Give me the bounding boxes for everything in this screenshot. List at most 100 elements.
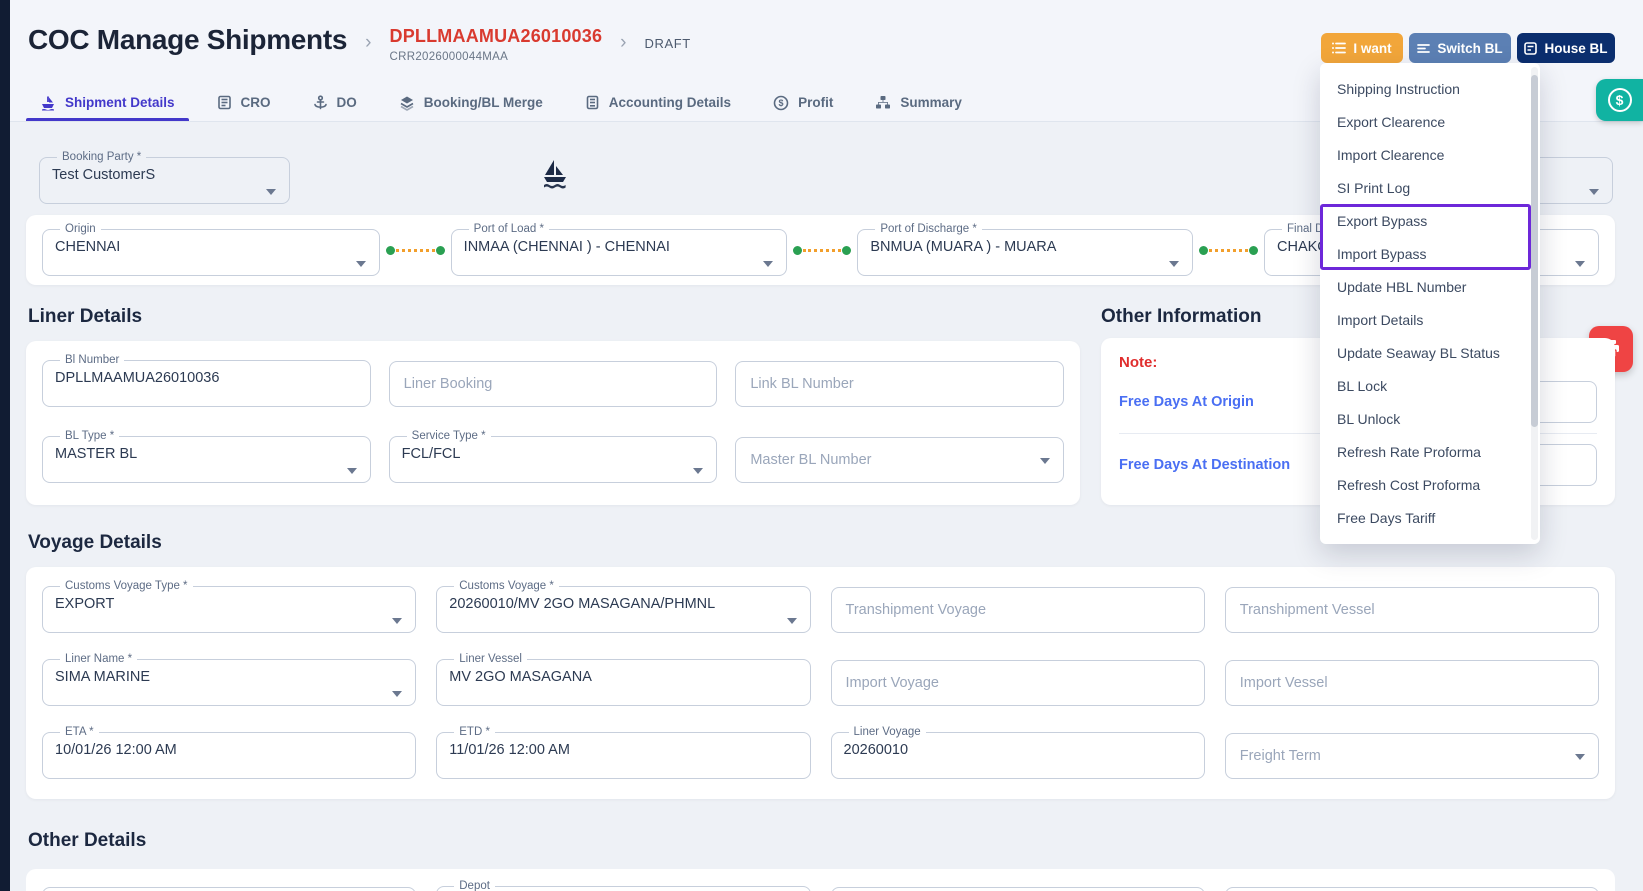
menu-item-bl-lock[interactable]: BL Lock bbox=[1337, 377, 1388, 394]
tab-summary[interactable]: Summary bbox=[875, 84, 962, 121]
bl-number-field[interactable]: Bl Number DPLLMAAMUA26010036 bbox=[42, 354, 371, 407]
liner-details-heading: Liner Details bbox=[28, 306, 143, 327]
other-details-field-1[interactable] bbox=[42, 887, 417, 891]
liner-vessel-field[interactable]: Liner Vessel MV 2GO MASAGANA bbox=[436, 653, 811, 706]
charges-float-button[interactable]: $ bbox=[1596, 79, 1643, 121]
menu-item-import-details[interactable]: Import Details bbox=[1337, 311, 1424, 328]
chevron-down-icon bbox=[762, 261, 773, 267]
bl-type-select[interactable]: BL Type * MASTER BL bbox=[42, 430, 371, 483]
booking-party-label: Booking Party * bbox=[62, 151, 142, 163]
house-bl-label: House BL bbox=[1544, 40, 1608, 56]
etd-field[interactable]: ETD * 11/01/26 12:00 AM bbox=[436, 726, 811, 779]
dollar-circle-icon: $ bbox=[773, 95, 789, 110]
svg-text:$: $ bbox=[779, 98, 784, 108]
customs-voyage-select[interactable]: Customs Voyage * 20260010/MV 2GO MASAGAN… bbox=[436, 580, 811, 633]
i-want-dropdown-menu: Shipping Instruction Export Clearence Im… bbox=[1320, 63, 1540, 544]
chevron-down-icon bbox=[693, 468, 704, 474]
origin-select[interactable]: Origin CHENNAI bbox=[42, 223, 380, 276]
menu-item-refresh-rate-proforma[interactable]: Refresh Rate Proforma bbox=[1337, 443, 1481, 460]
liner-name-select[interactable]: Liner Name * SIMA MARINE bbox=[42, 653, 417, 706]
anchor-icon bbox=[313, 94, 327, 109]
tab-bar: Shipment Details CRO DO Booking/BL Merge… bbox=[26, 84, 962, 121]
sailboat-icon bbox=[542, 158, 568, 195]
tab-booking-bl-merge[interactable]: Booking/BL Merge bbox=[399, 84, 543, 121]
menu-item-free-days-tariff[interactable]: Free Days Tariff bbox=[1337, 509, 1436, 526]
tab-shipment-details[interactable]: Shipment Details bbox=[26, 84, 189, 121]
page-title: COC Manage Shipments bbox=[28, 24, 348, 55]
chevron-down-icon bbox=[356, 261, 366, 267]
import-voyage-field[interactable]: Import Voyage bbox=[830, 660, 1205, 706]
liner-booking-field[interactable]: Liner Booking bbox=[388, 361, 718, 407]
bl-number-link[interactable]: DPLLMAAMUA26010036 bbox=[389, 26, 603, 46]
transhipment-vessel-field[interactable]: Transhipment Vessel bbox=[1224, 587, 1599, 633]
menu-item-bl-unlock[interactable]: BL Unlock bbox=[1337, 410, 1401, 427]
link-bl-number-field[interactable]: Link BL Number bbox=[735, 361, 1064, 407]
ledger-icon bbox=[586, 95, 599, 110]
freight-term-select[interactable]: Freight Term bbox=[1224, 733, 1599, 779]
customs-voyage-type-select[interactable]: Customs Voyage Type * EXPORT bbox=[42, 580, 417, 633]
chevron-down-icon bbox=[1169, 261, 1180, 267]
other-details-card: Depot bbox=[26, 869, 1615, 891]
tab-accounting-details[interactable]: Accounting Details bbox=[585, 84, 731, 121]
menu-item-import-bypass[interactable]: Import Bypass bbox=[1337, 245, 1427, 262]
i-want-button[interactable]: I want bbox=[1321, 33, 1403, 63]
dollar-icon: $ bbox=[1607, 88, 1632, 112]
chevron-down-icon bbox=[392, 618, 403, 624]
menu-item-import-clearence[interactable]: Import Clearence bbox=[1337, 146, 1445, 163]
breadcrumb: COC Manage Shipments › DPLLMAAMUA2601003… bbox=[28, 24, 691, 63]
import-vessel-field[interactable]: Import Vessel bbox=[1224, 660, 1599, 706]
other-details-field-4[interactable] bbox=[1224, 887, 1599, 891]
document-icon bbox=[1524, 41, 1538, 55]
depot-field[interactable]: Depot bbox=[436, 880, 811, 891]
other-details-field-3[interactable] bbox=[830, 887, 1205, 891]
menu-item-update-hbl-number[interactable]: Update HBL Number bbox=[1337, 278, 1467, 295]
menu-item-si-print-log[interactable]: SI Print Log bbox=[1337, 179, 1411, 196]
note-label: Note: bbox=[1119, 354, 1158, 371]
chevron-down-icon bbox=[1039, 458, 1050, 464]
liner-voyage-field[interactable]: Liner Voyage 20260010 bbox=[830, 726, 1205, 779]
chevron-down-icon bbox=[1575, 261, 1586, 267]
sitemap-icon bbox=[876, 96, 891, 109]
voyage-details-card: Customs Voyage Type * EXPORT Customs Voy… bbox=[26, 567, 1615, 799]
free-days-destination-link[interactable]: Free Days At Destination bbox=[1119, 457, 1291, 473]
layers-icon bbox=[400, 96, 414, 111]
menu-item-export-bypass[interactable]: Export Bypass bbox=[1337, 212, 1428, 229]
free-days-origin-link[interactable]: Free Days At Origin bbox=[1119, 394, 1254, 410]
switch-bl-label: Switch BL bbox=[1437, 40, 1503, 56]
tabs-divider bbox=[10, 121, 1643, 122]
chevron-right-icon: › bbox=[365, 32, 372, 53]
tab-do[interactable]: DO bbox=[313, 84, 357, 121]
switch-bl-button[interactable]: Switch BL bbox=[1409, 33, 1511, 63]
chevron-down-icon bbox=[1589, 189, 1599, 195]
menu-item-refresh-cost-proforma[interactable]: Refresh Cost Proforma bbox=[1337, 476, 1481, 493]
service-type-select[interactable]: Service Type * FCL/FCL bbox=[388, 430, 718, 483]
booking-party-select[interactable]: Booking Party * Test CustomerS bbox=[39, 151, 290, 204]
chevron-down-icon bbox=[392, 691, 403, 697]
collapsed-sidebar-strip[interactable] bbox=[0, 0, 10, 891]
chevron-down-icon bbox=[346, 468, 357, 474]
port-of-load-select[interactable]: Port of Load * INMAA (CHENNAI ) - CHENNA… bbox=[450, 223, 787, 276]
route-connector bbox=[386, 245, 445, 255]
booking-party-value: Test CustomerS bbox=[52, 167, 156, 183]
liner-details-card: Bl Number DPLLMAAMUA26010036 Liner Booki… bbox=[26, 341, 1080, 505]
reference-number: CRR2026000044MAA bbox=[389, 51, 509, 63]
switch-icon bbox=[1417, 43, 1431, 54]
card-icon bbox=[217, 95, 231, 110]
menu-scrollbar-thumb[interactable] bbox=[1531, 75, 1538, 427]
port-of-discharge-select[interactable]: Port of Discharge * BNMUA (MUARA ) - MUA… bbox=[857, 223, 1194, 276]
chevron-down-icon bbox=[786, 618, 797, 624]
house-bl-button[interactable]: House BL bbox=[1517, 33, 1615, 63]
menu-item-export-clearence[interactable]: Export Clearence bbox=[1337, 113, 1446, 130]
i-want-label: I want bbox=[1353, 40, 1392, 56]
transhipment-voyage-field[interactable]: Transhipment Voyage bbox=[830, 587, 1205, 633]
menu-scrollbar[interactable] bbox=[1531, 67, 1538, 540]
menu-item-update-seaway-bl-status[interactable]: Update Seaway BL Status bbox=[1337, 344, 1500, 361]
route-connector bbox=[792, 245, 852, 255]
tab-profit[interactable]: $ Profit bbox=[773, 84, 833, 121]
status-badge: DRAFT bbox=[644, 36, 691, 51]
master-bl-number-select[interactable]: Master BL Number bbox=[735, 437, 1064, 483]
menu-item-shipping-instruction[interactable]: Shipping Instruction bbox=[1337, 80, 1460, 97]
eta-field[interactable]: ETA * 10/01/26 12:00 AM bbox=[42, 726, 417, 779]
tab-cro[interactable]: CRO bbox=[217, 84, 271, 121]
